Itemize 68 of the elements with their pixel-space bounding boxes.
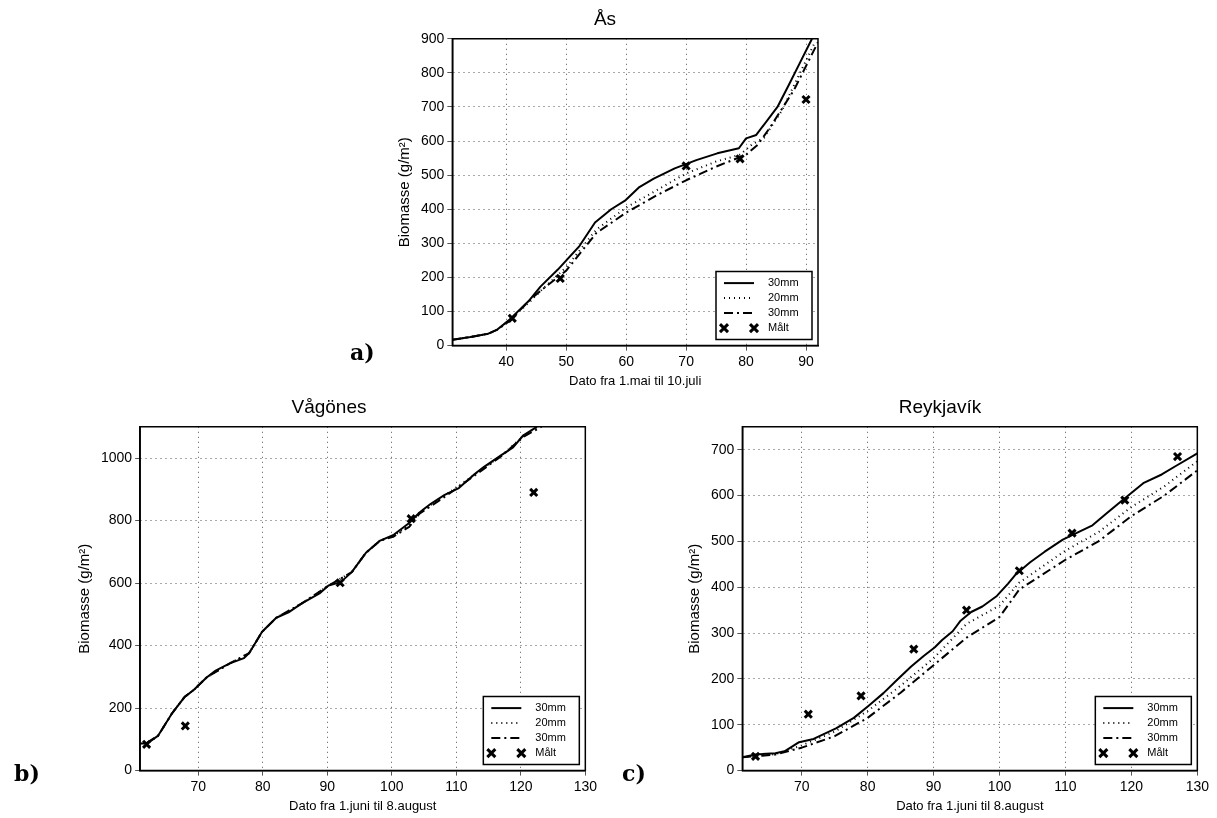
x-axis-title: Dato fra 1.mai til 10.juli [569, 372, 702, 388]
y-tick-label: 200 [108, 698, 133, 715]
legend-label: 30mm [768, 306, 799, 319]
x-tick-label: 120 [509, 777, 533, 794]
y-tick-label: 0 [124, 761, 133, 778]
y-tick-label: 500 [711, 532, 735, 549]
legend-label: 30mm [535, 731, 566, 744]
x-tick-label: 130 [573, 777, 598, 794]
x-tick-label: 90 [798, 352, 815, 369]
y-tick-label: 700 [421, 97, 445, 114]
y-tick-label: 400 [108, 636, 133, 653]
x-tick-label: 80 [738, 352, 755, 369]
x-tick-label: 120 [1119, 777, 1144, 794]
y-tick-label: 500 [421, 166, 445, 183]
y-axis-title: Biomasse (g/m²) [395, 137, 413, 248]
legend-label: 30mm [1147, 731, 1178, 744]
y-tick-label: 200 [711, 669, 735, 686]
y-tick-label: 800 [421, 63, 445, 80]
text: c) [622, 760, 646, 786]
x-tick-label: 70 [793, 777, 810, 794]
y-tick-label: 600 [421, 131, 445, 148]
legend-label: Målt [1147, 746, 1169, 759]
x-tick-label: 70 [678, 352, 695, 369]
y-tick-label: 600 [108, 573, 133, 590]
y-tick-label: 300 [421, 234, 445, 251]
y-tick-label: 100 [711, 715, 735, 732]
legend-label: Målt [768, 321, 789, 334]
x-tick-label: 40 [498, 352, 515, 369]
x-tick-label: 110 [1054, 777, 1077, 794]
x-tick-label: 50 [558, 352, 575, 369]
legend-label: 20mm [768, 291, 799, 304]
text: a) [350, 339, 375, 365]
x-axis-title: Dato fra 1.juni til 8.august [896, 797, 1044, 813]
y-tick-label: 800 [108, 511, 133, 528]
text: b) [14, 760, 40, 786]
y-tick-label: 400 [711, 578, 735, 595]
y-tick-label: 1000 [100, 448, 133, 465]
y-tick-label: 0 [436, 336, 445, 353]
legend-label: 30mm [535, 701, 566, 714]
chart-title: Reykjavík [898, 395, 982, 417]
y-axis-title: Biomasse (g/m²) [75, 543, 93, 654]
x-tick-label: 90 [925, 777, 942, 794]
y-tick-label: 700 [711, 440, 735, 457]
x-tick-label: 80 [254, 777, 271, 794]
x-tick-label: 100 [987, 777, 1012, 794]
y-tick-label: 400 [421, 200, 445, 217]
chart-title: Vågönes [291, 395, 367, 417]
legend-label: 20mm [535, 716, 566, 729]
x-tick-label: 110 [445, 777, 468, 794]
y-tick-label: 900 [421, 29, 445, 46]
y-tick-label: 100 [421, 302, 445, 319]
y-axis-title: Biomasse (g/m²) [685, 543, 703, 654]
chart-title: Ås [593, 7, 617, 29]
y-tick-label: 0 [726, 761, 735, 778]
x-tick-label: 90 [319, 777, 336, 794]
y-tick-label: 200 [421, 268, 445, 285]
legend-label: Målt [535, 746, 557, 759]
y-tick-label: 600 [711, 486, 735, 503]
legend-label: 30mm [1147, 701, 1178, 714]
y-tick-label: 300 [711, 623, 735, 640]
legend-label: 30mm [768, 276, 799, 289]
x-axis-title: Dato fra 1.juni til 8.august [289, 797, 437, 813]
x-tick-label: 100 [380, 777, 404, 794]
x-tick-label: 130 [1185, 777, 1210, 794]
legend-label: 20mm [1147, 716, 1178, 729]
x-tick-label: 70 [190, 777, 207, 794]
x-tick-label: 60 [618, 352, 635, 369]
x-tick-label: 80 [859, 777, 876, 794]
